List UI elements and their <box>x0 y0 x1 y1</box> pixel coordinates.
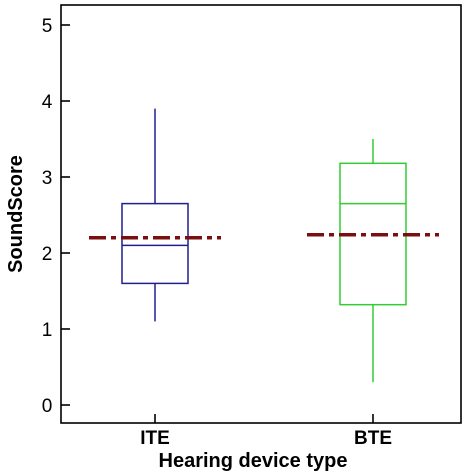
box-ite <box>89 108 221 322</box>
plot-frame <box>60 4 462 424</box>
y-tick-label: 1 <box>42 320 53 341</box>
y-tick-label: 3 <box>42 168 53 189</box>
box-bte <box>307 139 439 383</box>
y-axis-title: SoundScore <box>5 155 27 273</box>
iqr-box <box>121 202 189 285</box>
y-tick-label: 5 <box>42 16 53 37</box>
x-tick-label: ITE <box>140 428 170 449</box>
boxes <box>89 108 439 383</box>
y-tick-label: 2 <box>42 244 53 265</box>
x-axis-title: Hearing device type <box>159 450 348 472</box>
y-tick-label: 0 <box>42 396 53 417</box>
y-axis: 0 1 2 3 4 5 <box>42 16 70 417</box>
x-tick-label: BTE <box>354 428 392 449</box>
y-tick-label: 4 <box>42 92 53 113</box>
x-axis: ITE BTE <box>140 414 392 449</box>
